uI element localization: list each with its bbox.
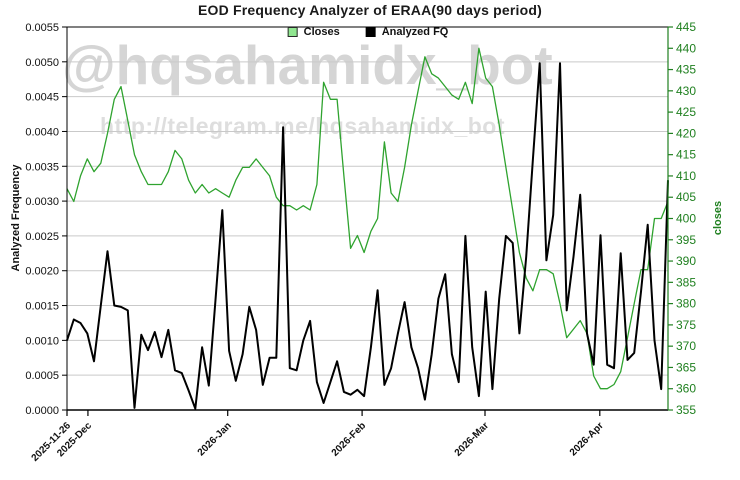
legend: Closes Analyzed FQ (287, 26, 449, 38)
closes-swatch-icon (287, 27, 298, 37)
left-tick-label: 0.0025 (25, 231, 59, 243)
left-tick-label: 0.0035 (25, 161, 59, 173)
left-tick-label: 0.0015 (25, 301, 59, 313)
right-tick-label: 435 (676, 63, 696, 77)
analyzed-fq-swatch-icon (365, 27, 376, 37)
right-tick-label: 415 (676, 148, 696, 162)
right-tick-label: 380 (676, 297, 696, 311)
left-axis-title: Analyzed Frequency (10, 164, 22, 272)
right-tick-label: 370 (676, 339, 696, 353)
right-tick-label: 445 (676, 20, 696, 34)
left-tick-label: 0.0000 (25, 405, 59, 417)
left-tick-label: 0.0005 (25, 370, 59, 382)
x-tick-label: 2026-Mar (453, 420, 492, 459)
legend-item-closes: Closes (287, 26, 340, 38)
left-tick-label: 0.0030 (25, 196, 59, 208)
right-tick-label: 400 (676, 212, 696, 226)
left-tick-label: 0.0020 (25, 266, 59, 278)
right-tick-label: 375 (676, 318, 696, 332)
right-axis-title: closes (712, 200, 724, 236)
right-tick-label: 355 (676, 403, 696, 417)
legend-label-closes: Closes (303, 26, 340, 38)
right-tick-label: 385 (676, 275, 696, 289)
right-tick-label: 440 (676, 41, 696, 55)
closes-line (66, 47, 669, 390)
right-tick-label: 405 (676, 190, 696, 204)
left-tick-label: 0.0050 (25, 57, 59, 69)
right-tick-label: 360 (676, 382, 696, 396)
analyzed-fq-line (66, 62, 669, 410)
right-tick-label: 395 (676, 233, 696, 247)
right-tick-label: 420 (676, 126, 696, 140)
x-tick-label: 2026-Feb (330, 420, 368, 458)
watermark-text: @hqsahamidx_bot (62, 34, 553, 96)
left-tick-label: 0.0040 (25, 126, 59, 138)
left-tick-label: 0.0055 (25, 22, 59, 34)
left-tick-label: 0.0010 (25, 335, 59, 347)
x-tick-label: 2026-Jan (196, 420, 234, 458)
watermark-url: http://telegram.me/hqsahamidx_bot (100, 113, 506, 139)
legend-label-analyzed-fq: Analyzed FQ (381, 26, 449, 38)
x-tick-label: 2026-Apr (568, 420, 606, 458)
left-tick-label: 0.0045 (25, 92, 59, 104)
right-tick-label: 390 (676, 254, 696, 268)
legend-item-analyzed-fq: Analyzed FQ (365, 26, 449, 38)
right-tick-label: 425 (676, 105, 696, 119)
right-tick-label: 365 (676, 360, 696, 374)
chart-title: EOD Frequency Analyzer of ERAA(90 days p… (198, 2, 542, 18)
right-tick-label: 410 (676, 169, 696, 183)
right-tick-label: 430 (676, 84, 696, 98)
